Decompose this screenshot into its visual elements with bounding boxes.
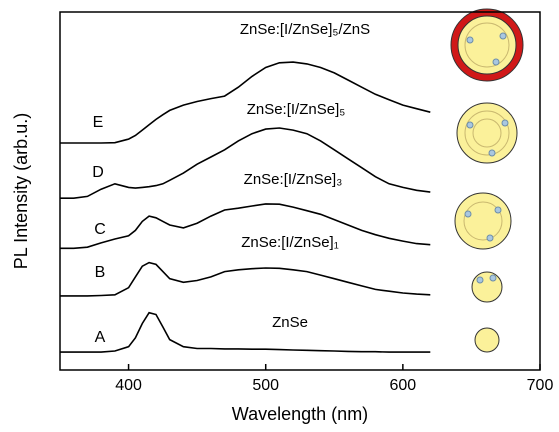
annotation: ZnSe <box>272 314 308 331</box>
dot <box>467 122 473 128</box>
x-tick-label: 700 <box>527 377 554 394</box>
illustrations <box>451 9 523 352</box>
dot <box>493 59 499 65</box>
x-axis-title: Wavelength (nm) <box>232 404 368 424</box>
dot <box>489 150 495 156</box>
curve-label: E <box>93 114 104 131</box>
x-tick-label: 400 <box>115 377 142 394</box>
particle <box>455 193 511 249</box>
y-axis-title: PL Intensity (arb.u.) <box>11 113 31 269</box>
spectrum-line <box>60 62 430 143</box>
annotation: ZnSe:[I/ZnSe]₃ <box>244 171 343 188</box>
curve-label: C <box>94 221 106 238</box>
curve-label: B <box>95 264 106 281</box>
particle <box>457 103 517 163</box>
dot <box>502 120 508 126</box>
core-particle <box>458 16 516 74</box>
x-tick-label: 600 <box>390 377 417 394</box>
spectrum-line <box>60 313 430 352</box>
dot <box>477 277 483 283</box>
dot <box>465 211 471 217</box>
particle <box>475 328 499 352</box>
annotation: ZnSe:[I/ZnSe]₅ <box>247 101 346 118</box>
dot <box>490 275 496 281</box>
x-tick-label: 500 <box>252 377 279 394</box>
annotation: ZnSe:[I/ZnSe]₁ <box>241 234 339 251</box>
dot <box>500 33 506 39</box>
curve-label: D <box>92 164 104 181</box>
annotation: ZnSe:[I/ZnSe]₅/ZnS <box>240 21 370 38</box>
particle <box>472 272 502 302</box>
dot <box>495 207 501 213</box>
curve-label: A <box>95 329 106 346</box>
dot <box>467 37 473 43</box>
dot <box>487 235 493 241</box>
spectrum-line <box>60 263 430 296</box>
chart: Wavelength (nm) PL Intensity (arb.u.) 40… <box>0 0 559 432</box>
